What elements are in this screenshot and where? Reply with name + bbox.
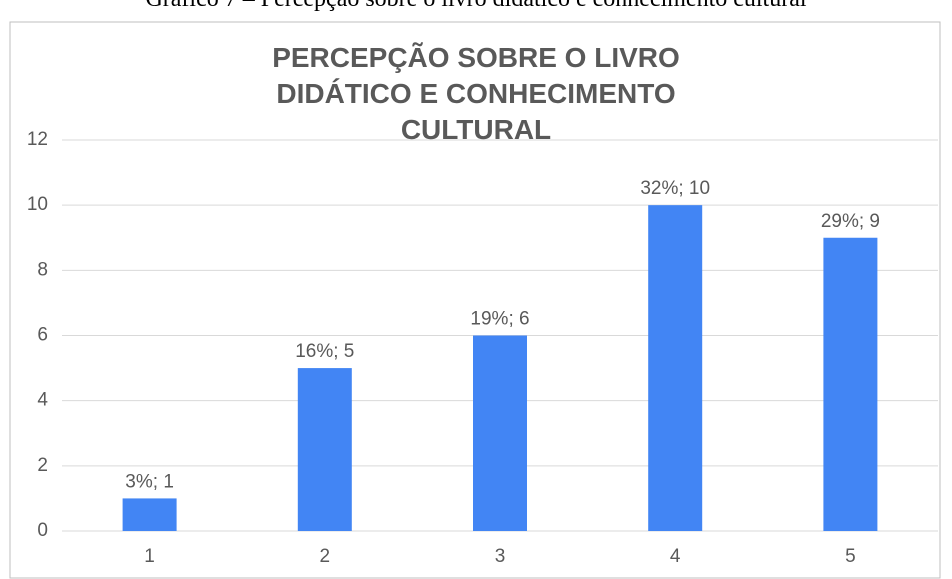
y-tick-label: 6 (37, 325, 48, 346)
bar (122, 498, 177, 531)
y-tick-label: 0 (37, 520, 48, 541)
x-tick-label: 1 (144, 546, 155, 567)
x-tick-label: 5 (845, 546, 856, 567)
chart-frame (9, 21, 941, 579)
y-tick-label: 12 (27, 129, 48, 150)
y-tick-label: 8 (37, 259, 48, 280)
y-tick-label: 10 (27, 194, 48, 215)
caption: Gráfico 7 – Percepção sobre o livro didá… (0, 0, 952, 13)
y-tick-label: 4 (37, 390, 48, 411)
data-label: 19%; 6 (470, 309, 529, 330)
x-tick-label: 3 (495, 546, 506, 567)
bar (473, 335, 527, 531)
chart-title: PERCEPÇÃO SOBRE O LIVRO DIDÁTICO E CONHE… (272, 42, 680, 145)
data-label: 3%; 1 (125, 471, 174, 492)
bar (648, 205, 703, 531)
y-tick-label: 2 (37, 455, 48, 476)
data-label: 29%; 9 (821, 211, 880, 232)
bar (823, 237, 878, 531)
x-tick-label: 4 (670, 546, 681, 567)
data-label: 32%; 10 (640, 178, 710, 199)
bar (297, 368, 352, 531)
data-label: 16%; 5 (295, 341, 354, 362)
x-tick-label: 2 (320, 546, 331, 567)
